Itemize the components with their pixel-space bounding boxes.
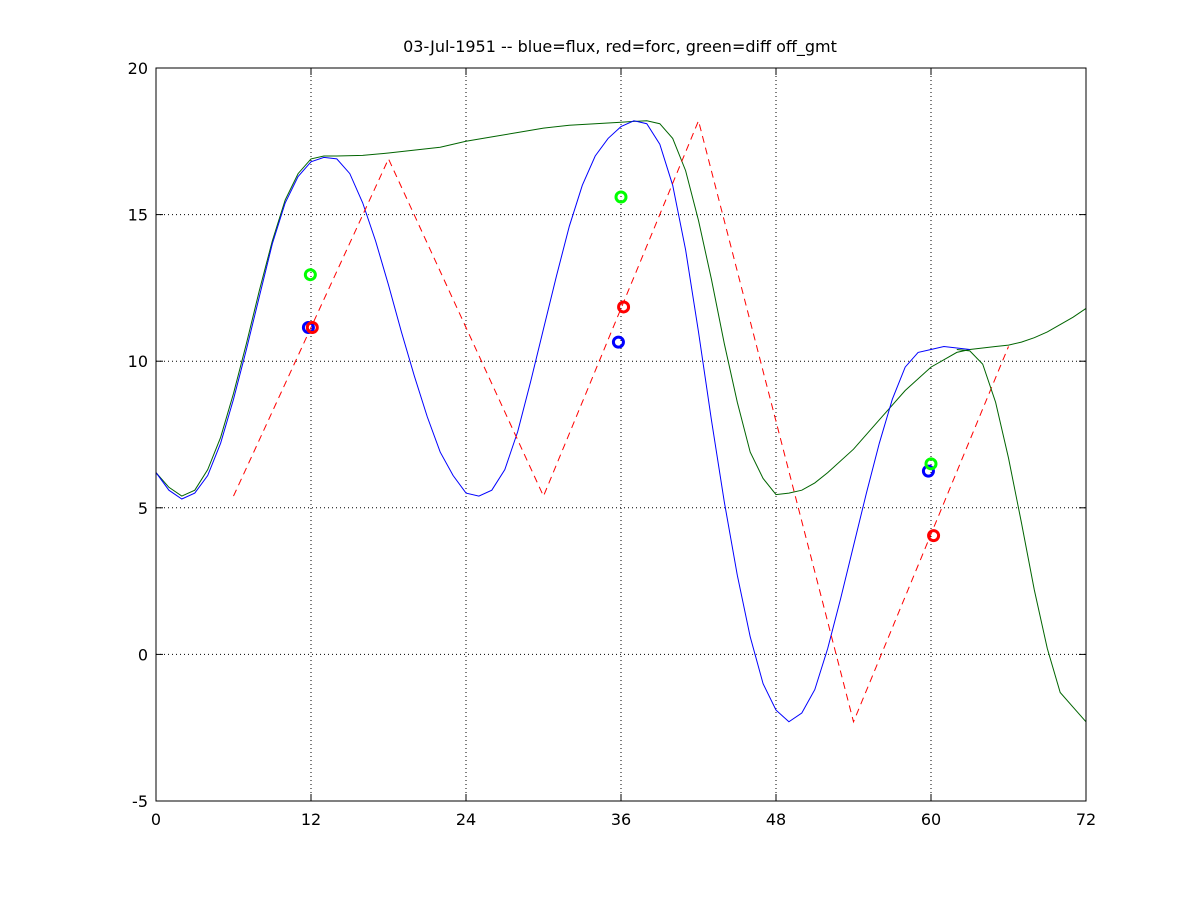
x-tick-label: 36 [611,810,631,829]
y-tick-label: 15 [128,206,148,225]
x-tick-label: 24 [456,810,476,829]
chart-title: 03-Jul-1951 -- blue=flux, red=forc, gree… [403,37,837,57]
data-marker [303,268,317,282]
x-tick-label: 0 [151,810,161,829]
y-tick-label: 20 [128,59,148,78]
x-tick-label: 12 [301,810,321,829]
data-marker [924,457,938,471]
data-markers [301,190,941,543]
data-marker [921,464,935,478]
y-tick-label: 10 [128,352,148,371]
x-tick-label: 72 [1076,810,1096,829]
y-tick-label: -5 [132,792,148,811]
y-tick-label: 0 [138,645,148,664]
data-marker [305,320,319,334]
grid-lines [156,68,1086,801]
series-line-blue [155,120,970,723]
y-tick-label: 5 [138,499,148,518]
data-marker [927,529,941,543]
x-tick-label: 48 [766,810,786,829]
data-marker [617,300,631,314]
data-marker [611,335,625,349]
x-tick-label: 60 [921,810,941,829]
series-lines [155,119,1087,724]
series-line-green-drop [956,349,1087,723]
series-line-red [233,119,1009,724]
data-marker [614,190,628,204]
